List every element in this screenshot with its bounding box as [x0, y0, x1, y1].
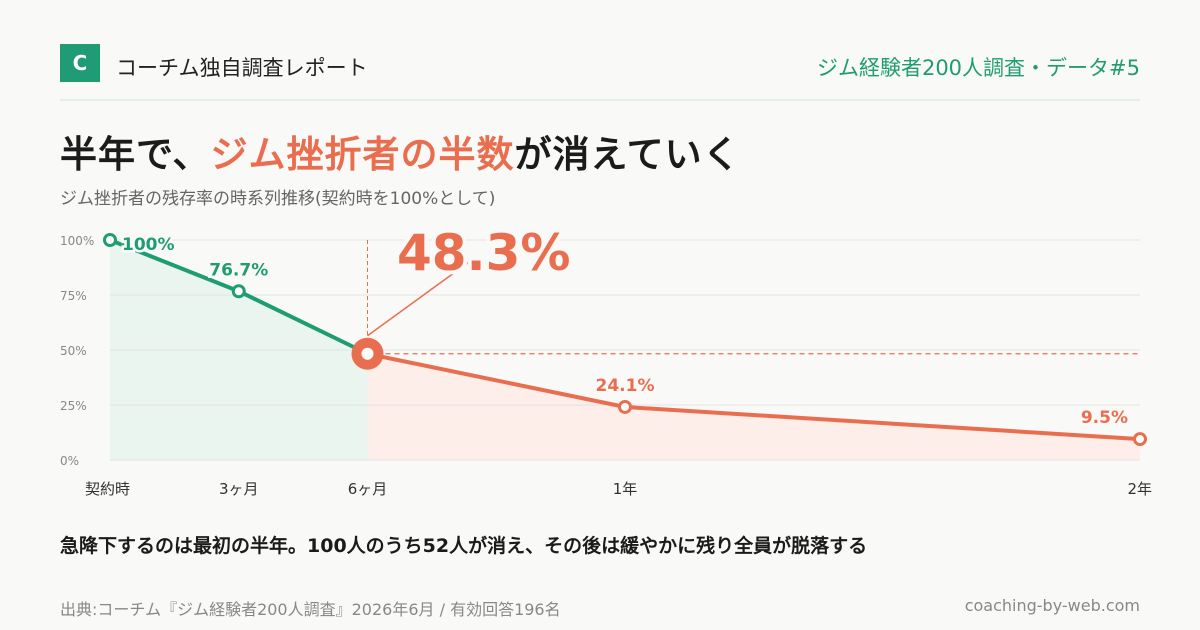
title-accent: ジム挫折者の半数: [210, 133, 515, 176]
site-url: coaching-by-web.com: [964, 596, 1140, 615]
data-label: 24.1%: [596, 376, 655, 396]
header-divider: [60, 99, 1140, 101]
x-tick-label: 1年: [613, 480, 638, 498]
data-point: [618, 399, 632, 414]
callout-leader-line: [367, 261, 470, 337]
y-tick-label: 25%: [60, 399, 87, 413]
x-tick-label: 3ヶ月: [219, 480, 259, 498]
title-part-2: が消えていく: [514, 133, 741, 176]
x-tick-label: 6ヶ月: [348, 480, 388, 498]
data-label: 9.5%: [1081, 408, 1128, 428]
y-tick-label: 75%: [60, 289, 87, 303]
data-point: [231, 284, 246, 299]
brand-logo: C: [60, 44, 100, 82]
highlight-value-label: 48.3%: [397, 224, 570, 282]
chart-title: 半年で、ジム挫折者の半数が消えていく: [60, 124, 741, 178]
brand-name: コーチム独自調査レポート: [116, 56, 368, 80]
data-label: 100%: [122, 235, 175, 255]
source-note: 出典:コーチム『ジム経験者200人調査』2026年6月 / 有効回答196名: [60, 600, 561, 619]
chart-subtitle: ジム挫折者の残存率の時系列推移(契約時を100%として): [60, 189, 496, 209]
data-point: [103, 233, 117, 247]
data-point: [1133, 432, 1147, 447]
x-tick-label: 2年: [1127, 480, 1152, 498]
data-label: 76.7%: [209, 260, 268, 280]
late-area-fill: [367, 353, 1140, 460]
y-tick-label: 100%: [60, 234, 94, 248]
y-tick-label: 50%: [60, 344, 87, 358]
summary-text: 急降下するのは最初の半年。100人のうち52人が消え、その後は緩やかに残り全員が…: [60, 535, 868, 557]
data-point: [361, 347, 374, 360]
y-tick-label: 0%: [60, 454, 79, 468]
x-tick-label: 契約時: [85, 480, 130, 498]
series-tag: ジム経験者200人調査・データ#5: [816, 56, 1140, 80]
title-part-1: 半年で、: [60, 133, 211, 176]
